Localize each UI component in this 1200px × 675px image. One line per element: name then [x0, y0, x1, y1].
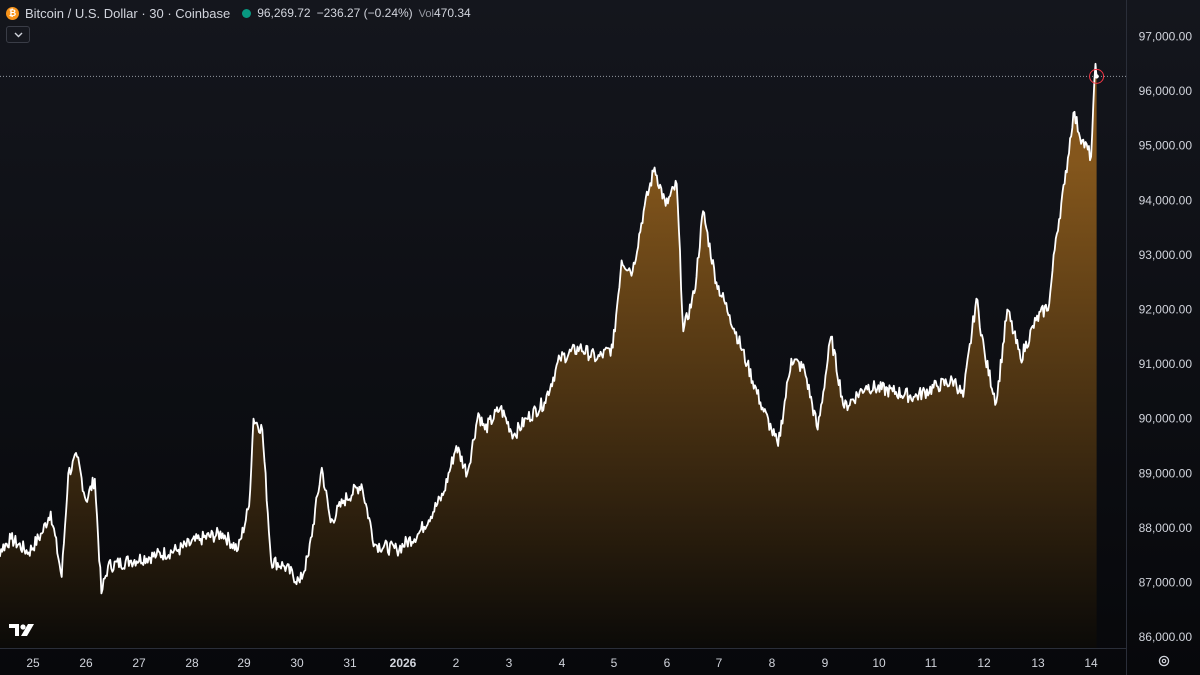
- tradingview-logo[interactable]: [8, 622, 38, 638]
- symbol-legend[interactable]: ₿ Bitcoin / U.S. Dollar · 30 · Coinbase …: [6, 4, 471, 22]
- time-tick-label: 6: [664, 656, 671, 670]
- price-tick-label: 88,000.00: [1139, 521, 1193, 535]
- last-price-marker[interactable]: [1089, 68, 1105, 84]
- market-status-icon[interactable]: [242, 8, 252, 18]
- time-tick-label: 11: [925, 656, 938, 670]
- symbol-title[interactable]: Bitcoin / U.S. Dollar · 30 · Coinbase: [25, 5, 231, 21]
- time-tick-label: 7: [716, 656, 723, 670]
- price-tick-label: 92,000.00: [1139, 303, 1193, 317]
- price-area-fill: [0, 63, 1097, 648]
- time-tick-label: 28: [185, 656, 199, 670]
- time-tick-label: 2026: [390, 656, 417, 670]
- time-tick-label: 26: [79, 656, 93, 670]
- price-tick-label: 95,000.00: [1139, 139, 1193, 153]
- price-tick-label: 91,000.00: [1139, 357, 1193, 371]
- volume-label: Vol: [418, 8, 434, 20]
- price-tick-label: 87,000.00: [1139, 576, 1193, 590]
- chevron-down-icon: [14, 32, 22, 37]
- time-tick-label: 10: [872, 656, 886, 670]
- time-axis[interactable]: 25 26 27 28 29 30 31 2026 2 3 4 5 6 7 8 9 10 11 12 13 14: [26, 656, 1098, 670]
- volume-readout: Vol470.34: [419, 6, 471, 20]
- time-tick-label: 4: [559, 656, 566, 670]
- gear-icon[interactable]: [1157, 654, 1171, 668]
- price-tick-label: 90,000.00: [1139, 412, 1193, 426]
- plot-area[interactable]: [0, 62, 1098, 648]
- time-tick-label: 29: [237, 656, 251, 670]
- price-tick-label: 94,000.00: [1139, 193, 1193, 207]
- time-tick-label: 8: [769, 656, 776, 670]
- price-tick-label: 96,000.00: [1139, 84, 1193, 98]
- time-tick-label: 14: [1084, 656, 1098, 670]
- bitcoin-icon: ₿: [6, 6, 19, 20]
- price-tick-label: 97,000.00: [1139, 30, 1193, 44]
- price-tick-label: 89,000.00: [1139, 466, 1193, 480]
- time-tick-label: 9: [822, 656, 829, 670]
- time-tick-label: 25: [26, 656, 40, 670]
- time-tick-label: 3: [506, 656, 513, 670]
- price-axis[interactable]: 97,000.00 96,000.00 95,000.00 94,000.00 93,0…: [1139, 30, 1193, 645]
- price-tick-label: 86,000.00: [1139, 630, 1193, 644]
- time-tick-label: 12: [977, 656, 991, 670]
- price-change-value: −236.27 (−0.24%): [316, 6, 413, 20]
- time-tick-label: 30: [290, 656, 304, 670]
- last-price-value: 96,269.72: [257, 6, 311, 20]
- time-tick-label: 2: [453, 656, 460, 670]
- time-tick-label: 31: [343, 656, 357, 670]
- time-tick-label: 5: [611, 656, 618, 670]
- price-line: [0, 62, 1098, 595]
- time-tick-label: 27: [132, 656, 146, 670]
- collapse-legend-button[interactable]: [6, 26, 30, 43]
- price-tick-label: 93,000.00: [1139, 248, 1193, 262]
- volume-value: 470.34: [433, 6, 471, 20]
- time-tick-label: 13: [1031, 656, 1045, 670]
